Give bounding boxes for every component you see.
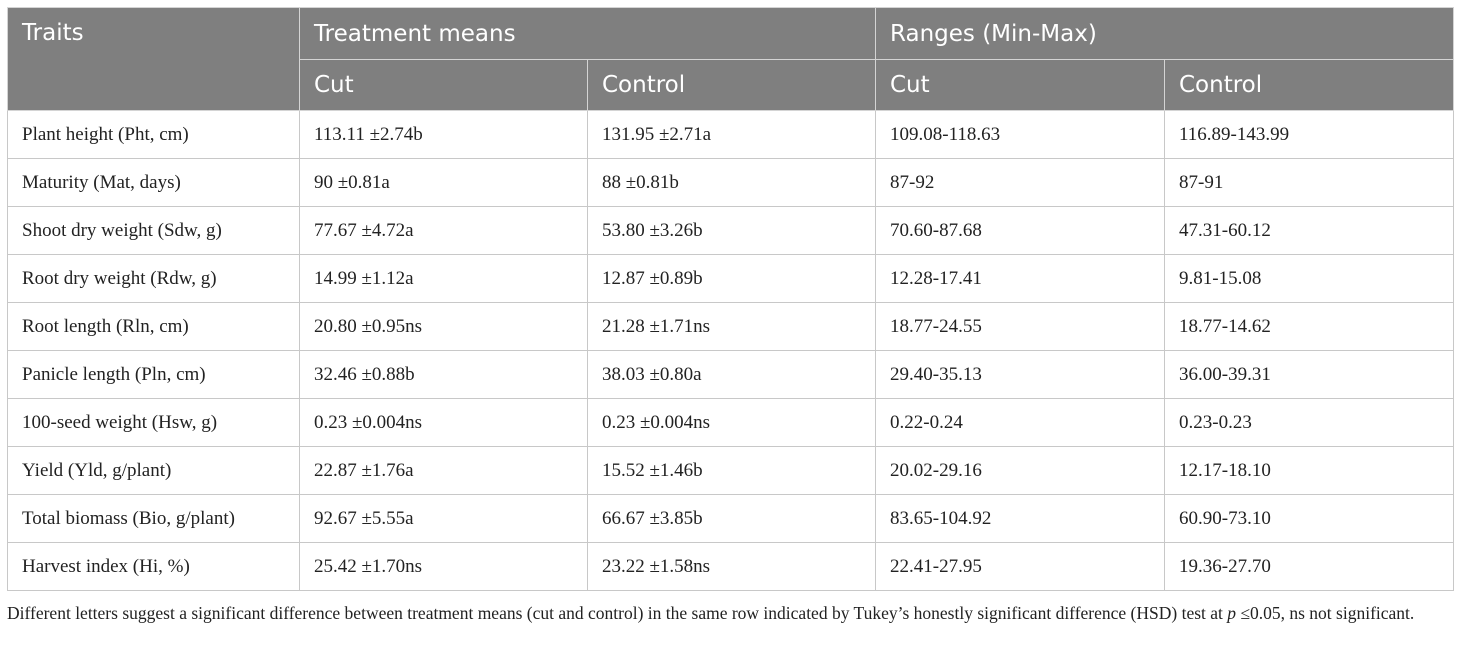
footnote-text-after: ≤0.05, ns not significant. (1236, 603, 1415, 623)
mean-cut: 22.87 ±1.76a (299, 446, 588, 495)
mean-cut: 25.42 ±1.70ns (299, 542, 588, 591)
mean-control: 0.23 ±0.004ns (587, 398, 876, 447)
range-control: 19.36-27.70 (1164, 542, 1454, 591)
header-ranges-cut: Cut (875, 59, 1165, 111)
mean-cut: 14.99 ±1.12a (299, 254, 588, 303)
range-cut: 12.28-17.41 (875, 254, 1165, 303)
mean-control: 15.52 ±1.46b (587, 446, 876, 495)
mean-cut: 0.23 ±0.004ns (299, 398, 588, 447)
range-cut: 0.22-0.24 (875, 398, 1165, 447)
table-row: 100-seed weight (Hsw, g) 0.23 ±0.004ns 0… (7, 398, 1454, 447)
range-cut: 20.02-29.16 (875, 446, 1165, 495)
range-control: 12.17-18.10 (1164, 446, 1454, 495)
range-cut: 70.60-87.68 (875, 206, 1165, 255)
range-cut: 18.77-24.55 (875, 302, 1165, 351)
range-cut: 109.08-118.63 (875, 110, 1165, 159)
table-footnote: Different letters suggest a significant … (7, 602, 1453, 624)
range-cut: 29.40-35.13 (875, 350, 1165, 399)
header-ranges: Ranges (Min-Max) (875, 7, 1454, 60)
mean-control: 88 ±0.81b (587, 158, 876, 207)
range-control: 47.31-60.12 (1164, 206, 1454, 255)
mean-control: 131.95 ±2.71a (587, 110, 876, 159)
range-control: 36.00-39.31 (1164, 350, 1454, 399)
header-row-1: Traits Treatment means Ranges (Min-Max) (7, 7, 1454, 111)
range-cut: 83.65-104.92 (875, 494, 1165, 543)
header-treatment-means: Treatment means (299, 7, 876, 60)
header-means-cut: Cut (299, 59, 588, 111)
header-traits: Traits (7, 7, 300, 111)
trait-name: Harvest index (Hi, %) (7, 542, 300, 591)
trait-name: Panicle length (Pln, cm) (7, 350, 300, 399)
mean-control: 23.22 ±1.58ns (587, 542, 876, 591)
table-body: Plant height (Pht, cm) 113.11 ±2.74b 131… (7, 110, 1454, 591)
mean-cut: 113.11 ±2.74b (299, 110, 588, 159)
range-control: 0.23-0.23 (1164, 398, 1454, 447)
trait-name: Shoot dry weight (Sdw, g) (7, 206, 300, 255)
trait-name: Yield (Yld, g/plant) (7, 446, 300, 495)
mean-cut: 90 ±0.81a (299, 158, 588, 207)
footnote-text-before: Different letters suggest a significant … (7, 603, 1228, 623)
trait-name: Root dry weight (Rdw, g) (7, 254, 300, 303)
table-row: Root length (Rln, cm) 20.80 ±0.95ns 21.2… (7, 302, 1454, 351)
trait-name: 100-seed weight (Hsw, g) (7, 398, 300, 447)
range-control: 18.77-14.62 (1164, 302, 1454, 351)
range-control: 87-91 (1164, 158, 1454, 207)
traits-table: Traits Treatment means Ranges (Min-Max) … (7, 7, 1454, 591)
mean-cut: 77.67 ±4.72a (299, 206, 588, 255)
trait-name: Root length (Rln, cm) (7, 302, 300, 351)
table-row: Shoot dry weight (Sdw, g) 77.67 ±4.72a 5… (7, 206, 1454, 255)
data-table-container: Traits Treatment means Ranges (Min-Max) … (7, 7, 1454, 591)
mean-control: 66.67 ±3.85b (587, 494, 876, 543)
trait-name: Total biomass (Bio, g/plant) (7, 494, 300, 543)
range-control: 60.90-73.10 (1164, 494, 1454, 543)
table-row: Maturity (Mat, days) 90 ±0.81a 88 ±0.81b… (7, 158, 1454, 207)
footnote-p-symbol: p (1227, 603, 1237, 623)
range-control: 9.81-15.08 (1164, 254, 1454, 303)
trait-name: Maturity (Mat, days) (7, 158, 300, 207)
header-ranges-control: Control (1164, 59, 1454, 111)
table-row: Total biomass (Bio, g/plant) 92.67 ±5.55… (7, 494, 1454, 543)
mean-cut: 32.46 ±0.88b (299, 350, 588, 399)
table-header: Traits Treatment means Ranges (Min-Max) … (7, 7, 1454, 111)
table-row: Panicle length (Pln, cm) 32.46 ±0.88b 38… (7, 350, 1454, 399)
table-row: Root dry weight (Rdw, g) 14.99 ±1.12a 12… (7, 254, 1454, 303)
mean-control: 21.28 ±1.71ns (587, 302, 876, 351)
table-row: Harvest index (Hi, %) 25.42 ±1.70ns 23.2… (7, 542, 1454, 591)
mean-control: 12.87 ±0.89b (587, 254, 876, 303)
table-row: Yield (Yld, g/plant) 22.87 ±1.76a 15.52 … (7, 446, 1454, 495)
mean-cut: 92.67 ±5.55a (299, 494, 588, 543)
mean-control: 53.80 ±3.26b (587, 206, 876, 255)
range-control: 116.89-143.99 (1164, 110, 1454, 159)
mean-control: 38.03 ±0.80a (587, 350, 876, 399)
header-means-control: Control (587, 59, 876, 111)
mean-cut: 20.80 ±0.95ns (299, 302, 588, 351)
trait-name: Plant height (Pht, cm) (7, 110, 300, 159)
header-row-2: Cut Control Cut Control (8, 59, 1454, 111)
table-row: Plant height (Pht, cm) 113.11 ±2.74b 131… (7, 110, 1454, 159)
range-cut: 22.41-27.95 (875, 542, 1165, 591)
range-cut: 87-92 (875, 158, 1165, 207)
